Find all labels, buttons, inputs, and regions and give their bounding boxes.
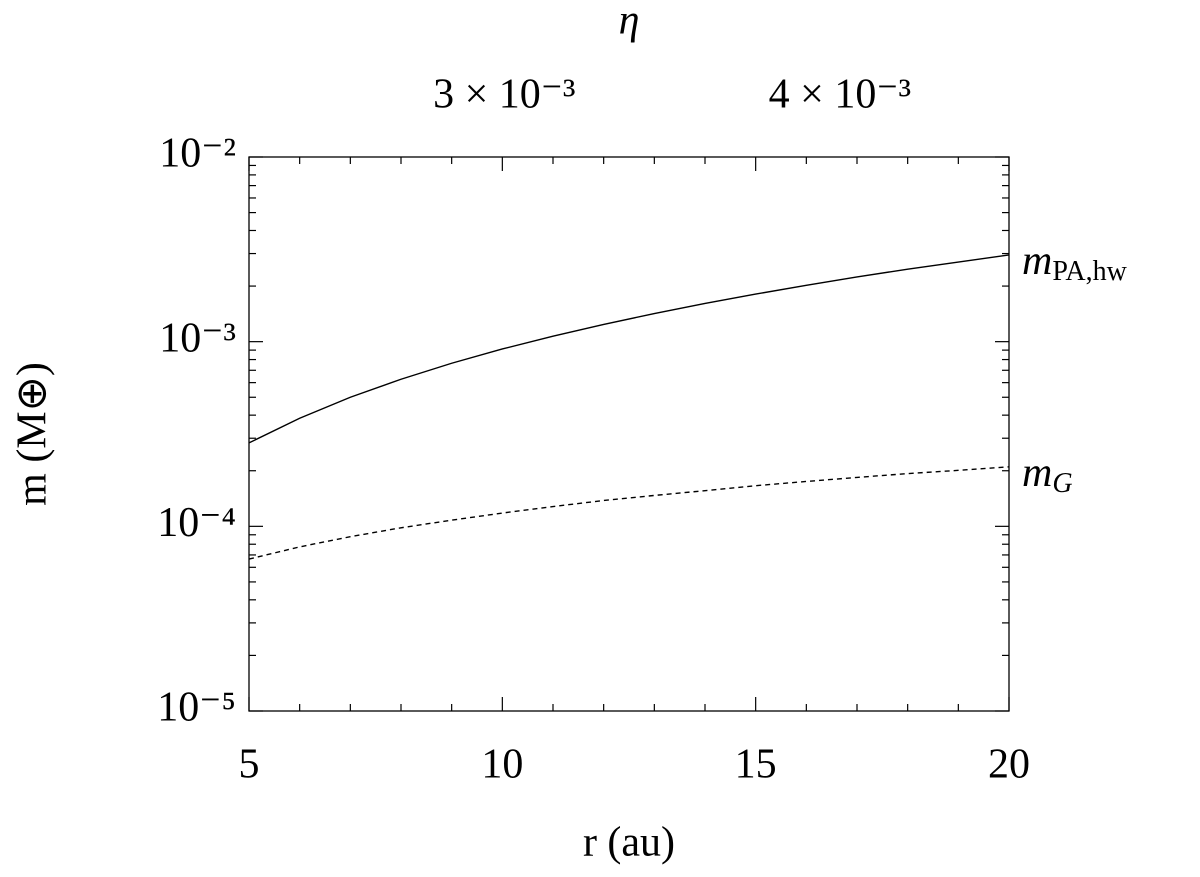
x-tick-label: 10 (481, 742, 523, 788)
x-tick-label: 15 (735, 742, 777, 788)
y-tick-label: 10⁻³ (159, 315, 236, 361)
x2-tick-label: 4 × 10⁻³ (769, 72, 911, 118)
plot-frame (248, 156, 1010, 712)
x2-tick-label: 3 × 10⁻³ (433, 72, 575, 118)
y-tick-label: 10⁻⁵ (157, 685, 236, 731)
series-line (248, 254, 1010, 444)
series-label: mG (1022, 449, 1073, 499)
x-axis-title: r (au) (583, 820, 675, 866)
series-line (248, 466, 1010, 560)
y-tick-label: 10⁻² (159, 131, 236, 177)
x2-axis-title: η (619, 0, 640, 44)
y-axis-title: m (M⊕) (10, 362, 56, 506)
x-tick-label: 20 (988, 742, 1030, 788)
series-label: mPA,hw (1022, 238, 1128, 288)
x-tick-label: 5 (239, 742, 260, 788)
y-tick-label: 10⁻⁴ (157, 500, 236, 546)
